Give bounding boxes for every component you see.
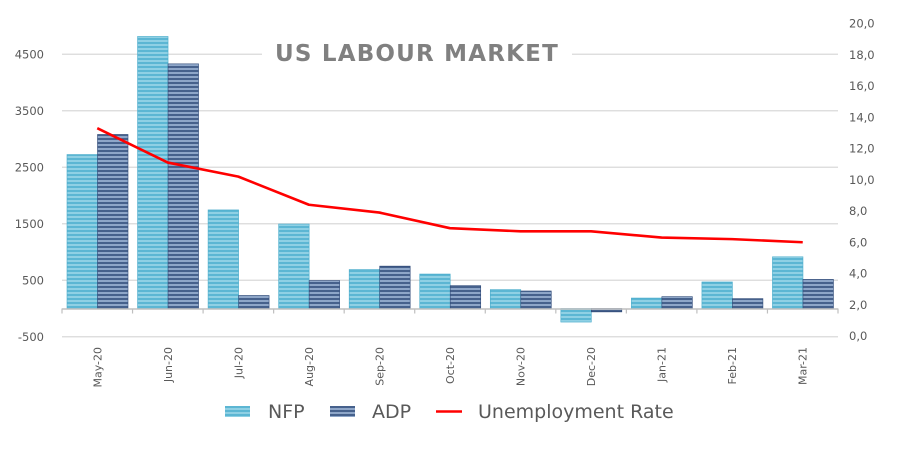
bar-adp-feb-21 [732, 298, 764, 309]
legend-item-nfp: NFP [225, 401, 305, 423]
legend-label-unemployment-rate: Unemployment Rate [478, 401, 674, 423]
legend-item-adp: ADP [330, 401, 411, 423]
left-tick-label: 3500 [15, 104, 44, 118]
bar-adp-nov-20 [520, 290, 552, 309]
legend-label-adp: ADP [372, 401, 411, 423]
category-label: Feb-21 [726, 347, 739, 384]
x-axis [61, 308, 839, 314]
bar-adp-jul-20 [238, 295, 270, 309]
bar-adp-jan-21 [661, 296, 693, 309]
legend-swatch-adp [330, 406, 355, 417]
bar-nfp-dec-20 [560, 308, 592, 323]
category-label: Jan-21 [656, 347, 669, 383]
right-tick-label: 4,0 [849, 267, 867, 281]
right-tick-label: 2,0 [849, 298, 867, 312]
left-tick-label: 4500 [15, 47, 44, 61]
legend: NFP ADP Unemployment Rate [225, 401, 674, 423]
category-label: Jun-20 [162, 347, 175, 383]
right-tick-label: 8,0 [849, 204, 867, 218]
bar-nfp-feb-21 [701, 281, 733, 309]
legend-label-nfp: NFP [268, 401, 305, 423]
legend-swatch-nfp [225, 406, 250, 417]
left-tick-label: 1500 [15, 217, 44, 231]
right-tick-label: 18,0 [849, 48, 875, 62]
left-tick-label: -500 [18, 330, 44, 344]
bar-nfp-aug-20 [278, 223, 310, 309]
right-axis: 20,0 18,0 16,0 14,0 12,0 10,0 8,0 6,0 4,0 2,0 0,0 [849, 17, 875, 344]
category-label: Jul-20 [232, 347, 245, 379]
bar-adp-may-20 [97, 134, 129, 309]
bar-adp-oct-20 [449, 285, 482, 309]
chart-title: US LABOUR MARKET [275, 41, 559, 67]
right-tick-label: 10,0 [849, 173, 875, 187]
chart-title-group: US LABOUR MARKET [262, 36, 572, 68]
left-tick-label: 2500 [15, 160, 44, 174]
right-tick-label: 0,0 [849, 329, 867, 343]
left-tick-label: 500 [22, 273, 44, 287]
right-tick-label: 20,0 [849, 17, 875, 31]
bar-nfp-nov-20 [489, 289, 522, 309]
bar-adp-mar-21 [802, 279, 834, 309]
category-label: Nov-20 [515, 347, 528, 386]
category-label: Dec-20 [585, 347, 598, 386]
right-tick-label: 14,0 [849, 110, 875, 124]
right-tick-label: 12,0 [849, 142, 875, 156]
bars [66, 36, 834, 323]
right-tick-label: 6,0 [849, 235, 867, 249]
right-tick-label: 16,0 [849, 79, 875, 93]
left-axis: 4500 3500 2500 1500 500 -500 [15, 47, 44, 344]
bar-nfp-sep-20 [348, 269, 380, 309]
category-label: Mar-21 [797, 347, 810, 385]
bar-adp-sep-20 [379, 265, 411, 309]
category-labels: May-20 Jun-20 Jul-20 Aug-20 Sep-20 Oct-20 Nov-… [91, 347, 809, 388]
unemployment-line [96, 127, 803, 244]
bar-nfp-may-20 [66, 154, 98, 309]
category-label: Sep-20 [373, 347, 386, 386]
title-background [262, 36, 572, 68]
line-unemployment-rate [96, 127, 803, 244]
bar-nfp-oct-20 [419, 273, 451, 309]
bar-nfp-jun-20 [137, 36, 169, 309]
legend-item-unemployment-rate: Unemployment Rate [436, 401, 674, 423]
category-label: May-20 [91, 347, 104, 388]
bar-adp-aug-20 [308, 280, 340, 309]
bar-nfp-mar-21 [772, 256, 804, 309]
bar-nfp-jan-21 [631, 297, 663, 309]
bar-nfp-jul-20 [207, 209, 239, 309]
category-label: Oct-20 [444, 347, 457, 384]
bar-adp-jun-20 [167, 63, 199, 309]
category-label: Aug-20 [303, 347, 316, 386]
